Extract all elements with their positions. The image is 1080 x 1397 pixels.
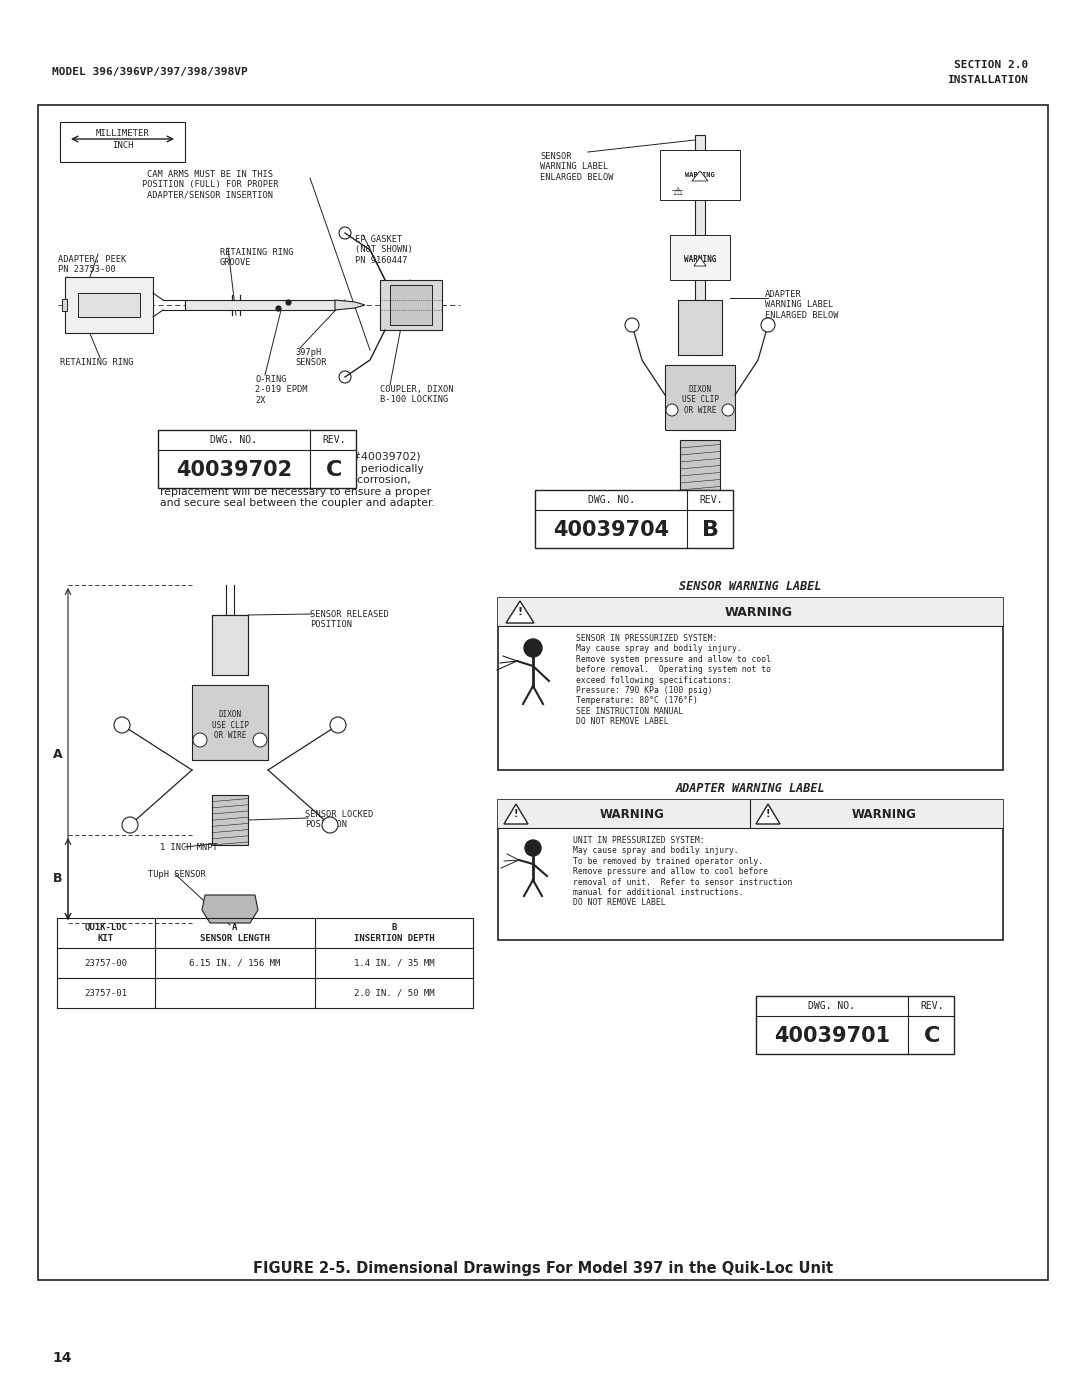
Text: SENSOR RELEASED
POSITION: SENSOR RELEASED POSITION xyxy=(310,610,389,630)
Text: WARNING: WARNING xyxy=(852,807,917,820)
Bar xyxy=(65,277,153,332)
Polygon shape xyxy=(504,805,528,824)
Bar xyxy=(750,800,1003,828)
Text: DWG. NO.: DWG. NO. xyxy=(211,434,257,446)
Text: C: C xyxy=(326,460,342,481)
Text: INSTALLATION: INSTALLATION xyxy=(947,75,1028,85)
Bar xyxy=(670,235,730,279)
Bar xyxy=(680,440,720,490)
Bar xyxy=(498,598,1003,770)
Text: SENSOR
WARNING LABEL
ENLARGED BELOW: SENSOR WARNING LABEL ENLARGED BELOW xyxy=(540,152,613,182)
Text: ⚠: ⚠ xyxy=(672,187,681,197)
Text: ADAPTER
WARNING LABEL
ENLARGED BELOW: ADAPTER WARNING LABEL ENLARGED BELOW xyxy=(765,291,838,320)
Circle shape xyxy=(525,840,541,856)
Text: 40039701: 40039701 xyxy=(774,1025,890,1046)
Text: FIGURE 2-5. Dimensional Drawings For Model 397 in the Quik-Loc Unit: FIGURE 2-5. Dimensional Drawings For Mod… xyxy=(253,1260,833,1275)
Text: UNIT IN PRESSURIZED SYSTEM:
May cause spray and bodily injury.
To be removed by : UNIT IN PRESSURIZED SYSTEM: May cause sp… xyxy=(573,835,793,908)
Bar xyxy=(78,293,140,317)
Text: !: ! xyxy=(514,809,518,819)
Bar xyxy=(390,285,432,326)
Text: REV.: REV. xyxy=(920,1002,944,1011)
Text: DWG. NO.: DWG. NO. xyxy=(588,495,635,504)
Bar xyxy=(38,105,1048,1280)
Text: SENSOR LOCKED
POSITION: SENSOR LOCKED POSITION xyxy=(305,810,374,830)
Polygon shape xyxy=(692,170,708,182)
Circle shape xyxy=(122,817,138,833)
Polygon shape xyxy=(694,257,706,265)
Text: QU1K-LOC
KIT: QU1K-LOC KIT xyxy=(84,923,127,943)
Circle shape xyxy=(330,717,346,733)
Text: COUPLER, DIXON
B-100 LOCKING: COUPLER, DIXON B-100 LOCKING xyxy=(380,386,454,404)
Bar xyxy=(498,800,750,828)
Bar xyxy=(158,430,356,488)
Polygon shape xyxy=(756,805,780,824)
Text: B: B xyxy=(53,873,63,886)
Text: O-RING
2-019 EPDM
2X: O-RING 2-019 EPDM 2X xyxy=(255,374,308,405)
Text: !: ! xyxy=(517,608,523,617)
Bar xyxy=(62,299,67,312)
Bar xyxy=(678,300,723,355)
Text: 23757-01: 23757-01 xyxy=(84,989,127,997)
Circle shape xyxy=(322,817,338,833)
Text: NOTE: The EP gasket (see drawing #40039702)
provided with the coupler should be : NOTE: The EP gasket (see drawing #400397… xyxy=(160,453,435,509)
Text: EP GASKET
(NOT SHOWN)
PN 9160447: EP GASKET (NOT SHOWN) PN 9160447 xyxy=(355,235,413,265)
Text: INCH: INCH xyxy=(111,141,133,149)
Bar xyxy=(498,598,1003,626)
Text: WARNING: WARNING xyxy=(685,172,715,177)
Text: 6.15 IN. / 156 MM: 6.15 IN. / 156 MM xyxy=(189,958,281,968)
Text: CAM ARMS MUST BE IN THIS
POSITION (FULL) FOR PROPER
ADAPTER/SENSOR INSERTION: CAM ARMS MUST BE IN THIS POSITION (FULL)… xyxy=(141,170,279,200)
Text: RETAINING RING
GROOVE: RETAINING RING GROOVE xyxy=(220,249,294,267)
Text: TUpH SENSOR: TUpH SENSOR xyxy=(148,870,206,879)
Text: 1.4 IN. / 35 MM: 1.4 IN. / 35 MM xyxy=(353,958,434,968)
Circle shape xyxy=(253,733,267,747)
Text: 2.0 IN. / 50 MM: 2.0 IN. / 50 MM xyxy=(353,989,434,997)
Bar xyxy=(192,685,268,760)
Polygon shape xyxy=(507,601,534,623)
Bar xyxy=(660,149,740,200)
Text: A: A xyxy=(53,747,63,760)
Text: REV.: REV. xyxy=(699,495,723,504)
Polygon shape xyxy=(202,895,258,923)
Text: 40039702: 40039702 xyxy=(176,460,292,481)
Text: 40039704: 40039704 xyxy=(553,520,670,541)
Circle shape xyxy=(723,404,734,416)
Circle shape xyxy=(114,717,130,733)
Text: WARNING: WARNING xyxy=(725,605,793,619)
Bar xyxy=(380,279,442,330)
Text: B: B xyxy=(702,520,719,541)
Text: MODEL 396/396VP/397/398/398VP: MODEL 396/396VP/397/398/398VP xyxy=(52,67,247,77)
Text: WARNING: WARNING xyxy=(684,256,716,264)
Bar xyxy=(535,490,733,548)
Circle shape xyxy=(524,638,542,657)
Circle shape xyxy=(761,319,775,332)
Bar xyxy=(60,122,185,162)
Text: WARNING: WARNING xyxy=(599,807,664,820)
Text: 23757-00: 23757-00 xyxy=(84,958,127,968)
Text: 1 INCH MNPT: 1 INCH MNPT xyxy=(160,842,218,852)
Bar xyxy=(665,365,735,430)
Circle shape xyxy=(193,733,207,747)
Text: REV.: REV. xyxy=(322,434,346,446)
Text: ADAPTER, PEEK
PN 23753-00: ADAPTER, PEEK PN 23753-00 xyxy=(58,256,126,274)
Bar xyxy=(212,795,248,845)
Circle shape xyxy=(666,404,678,416)
Text: SENSOR WARNING LABEL: SENSOR WARNING LABEL xyxy=(679,580,822,592)
Text: SECTION 2.0: SECTION 2.0 xyxy=(954,60,1028,70)
Text: 397pH
SENSOR: 397pH SENSOR xyxy=(295,348,326,367)
Text: DIXON
USE CLIP
OR WIRE: DIXON USE CLIP OR WIRE xyxy=(212,710,248,740)
Text: !: ! xyxy=(766,809,770,819)
Circle shape xyxy=(625,319,639,332)
Text: DWG. NO.: DWG. NO. xyxy=(809,1002,855,1011)
Bar xyxy=(756,996,954,1053)
Text: ADAPTER WARNING LABEL: ADAPTER WARNING LABEL xyxy=(676,781,825,795)
Bar xyxy=(696,136,705,355)
Text: SENSOR IN PRESSURIZED SYSTEM:
May cause spray and bodily injury.
Remove system p: SENSOR IN PRESSURIZED SYSTEM: May cause … xyxy=(576,634,771,726)
Text: MILLIMETER: MILLIMETER xyxy=(96,129,149,137)
Bar xyxy=(185,300,335,310)
Text: C: C xyxy=(923,1025,941,1046)
Polygon shape xyxy=(335,300,365,310)
Text: A
SENSOR LENGTH: A SENSOR LENGTH xyxy=(200,923,270,943)
Text: DIXON
USE CLIP
OR WIRE: DIXON USE CLIP OR WIRE xyxy=(681,386,718,415)
Text: 14: 14 xyxy=(52,1351,71,1365)
Text: B
INSERTION DEPTH: B INSERTION DEPTH xyxy=(353,923,434,943)
